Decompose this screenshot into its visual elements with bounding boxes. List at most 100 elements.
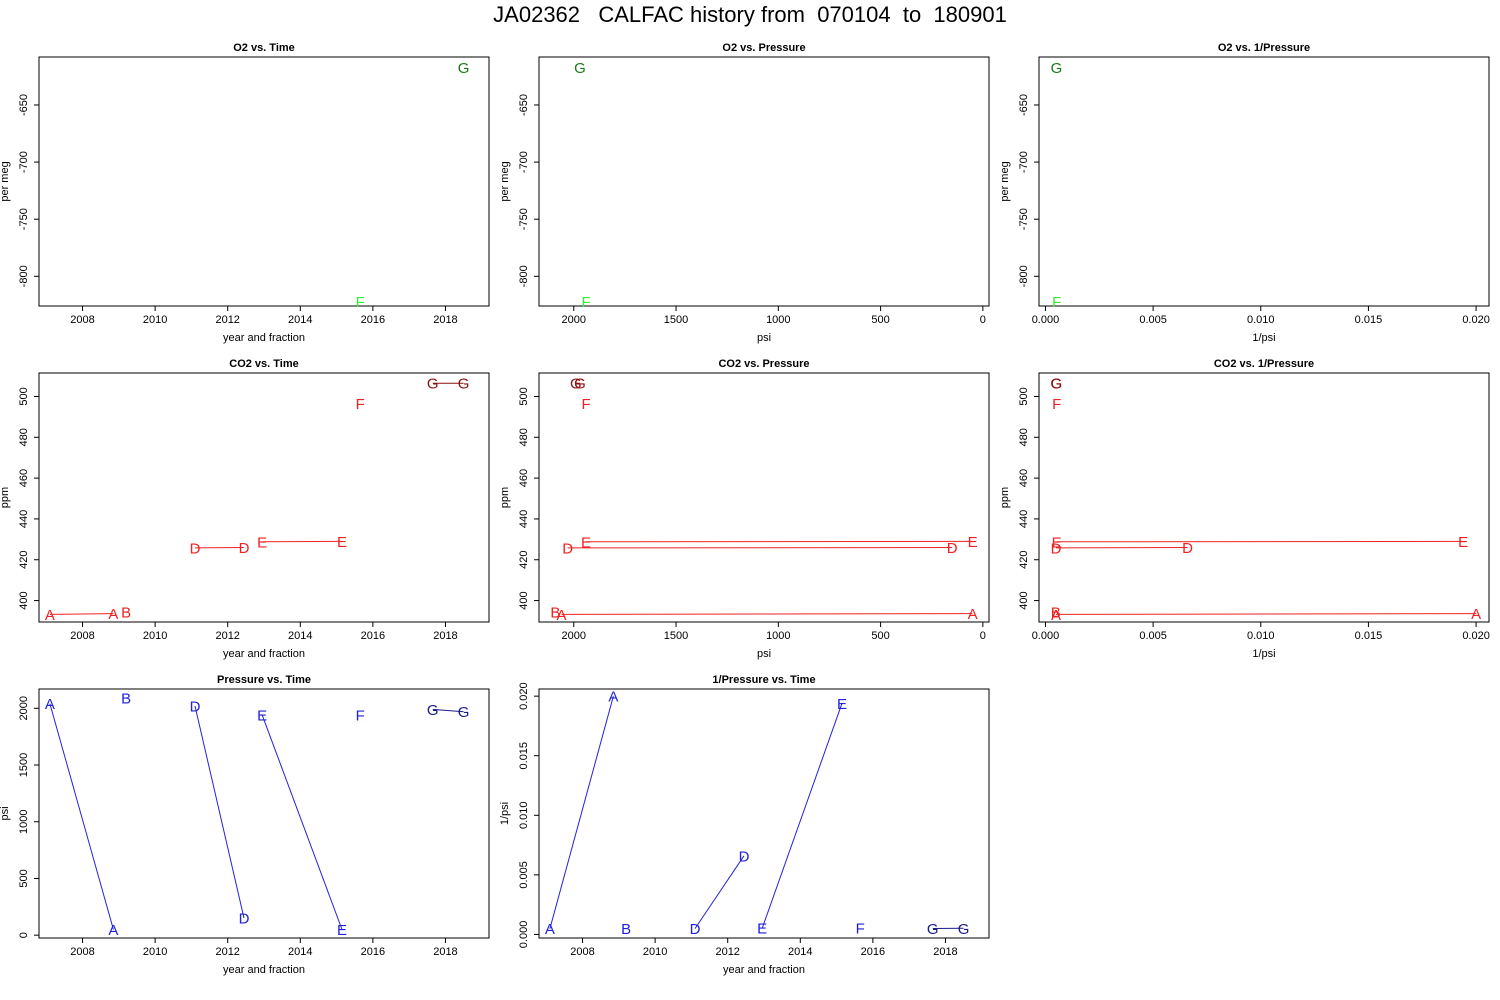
- x-tick-label: 2018: [433, 946, 457, 958]
- series-line-A: [49, 703, 114, 930]
- series-line-A: [1055, 613, 1477, 615]
- y-tick-label: 480: [1018, 428, 1030, 446]
- y-tick-label: 440: [518, 510, 530, 528]
- x-tick-label: 2008: [70, 630, 94, 642]
- y-tick-label: -750: [18, 208, 30, 230]
- data-point-D: D: [690, 921, 701, 938]
- data-point-A: A: [968, 606, 978, 623]
- y-tick-label: 440: [1018, 510, 1030, 528]
- data-point-D: D: [562, 540, 573, 557]
- x-tick-label: 2018: [433, 630, 457, 642]
- y-tick-label: -800: [18, 265, 30, 287]
- chart-panel-co2-time: CO2 vs. Time 2008 2010 2012 2014 2016 2018 year…: [0, 358, 490, 660]
- x-axis-label: year and fraction: [223, 964, 305, 976]
- y-axis-label: per meg: [499, 161, 511, 201]
- data-point-G: G: [1051, 376, 1063, 393]
- data-point-D: D: [239, 540, 250, 557]
- x-tick-label: 1500: [664, 314, 688, 326]
- plot-frame: [538, 688, 990, 939]
- x-tick-label: 2010: [643, 946, 667, 958]
- x-tick-label: 2000: [562, 314, 586, 326]
- y-tick-label: 0.005: [518, 861, 530, 889]
- chart-title: Pressure vs. Time: [217, 674, 311, 686]
- data-point-A: A: [108, 922, 118, 939]
- x-tick-label: 0.000: [1032, 314, 1060, 326]
- x-axis-label: year and fraction: [223, 648, 305, 660]
- y-tick-label: 500: [1018, 387, 1030, 405]
- data-point-E: E: [257, 534, 267, 551]
- x-tick-label: 2014: [288, 946, 312, 958]
- data-point-B: B: [1051, 604, 1061, 621]
- y-tick-label: 0.010: [518, 802, 530, 830]
- data-point-A: A: [1051, 607, 1061, 624]
- x-axis-label: 1/psi: [1252, 648, 1275, 660]
- y-tick-label: 420: [18, 551, 30, 569]
- chart-panel-pressure-time: Pressure vs. Time 2008 2010 2012 2014 2016 201…: [0, 674, 490, 976]
- chart-title: O2 vs. Pressure: [722, 42, 805, 54]
- data-point-A: A: [108, 606, 118, 623]
- y-tick-label: 0.020: [518, 682, 530, 710]
- series-line-A: [561, 613, 973, 615]
- chart-panel-o2-pressure: O2 vs. Pressure 2000 1500 1000 500 0 psi -650 -7…: [499, 42, 990, 344]
- x-tick-label: 0.000: [1032, 630, 1060, 642]
- data-point-A: A: [556, 607, 566, 624]
- y-tick-label: -700: [518, 151, 530, 173]
- y-tick-label: 500: [18, 387, 30, 405]
- chart-panel-co2-invpressure: CO2 vs. 1/Pressure 0.000 0.005 0.010 0.015 0.…: [999, 358, 1490, 660]
- x-tick-label: 2014: [288, 630, 312, 642]
- y-axis-label: 1/psi: [499, 802, 511, 825]
- y-tick-label: 400: [518, 591, 530, 609]
- x-tick-label: 0.020: [1462, 630, 1490, 642]
- chart-title: 1/Pressure vs. Time: [712, 674, 815, 686]
- y-tick-label: 0.015: [518, 742, 530, 770]
- chart-panel-co2-pressure: CO2 vs. Pressure 2000 1500 1000 500 0 psi 400 42…: [499, 358, 990, 660]
- y-tick-label: -750: [1018, 208, 1030, 230]
- x-tick-label: 0.015: [1355, 314, 1383, 326]
- data-point-E: E: [1458, 534, 1468, 551]
- y-tick-label: 1500: [18, 753, 30, 777]
- y-tick-label: 480: [518, 428, 530, 446]
- plot-frame: [1038, 372, 1490, 623]
- y-tick-label: -800: [1018, 265, 1030, 287]
- series-line-A: [549, 695, 614, 929]
- x-tick-label: 0.005: [1139, 630, 1167, 642]
- data-point-G: G: [574, 60, 586, 77]
- data-point-F: F: [356, 396, 365, 413]
- data-point-A: A: [45, 696, 55, 713]
- data-point-A: A: [45, 607, 55, 624]
- data-point-G: G: [1050, 376, 1062, 393]
- chart-title: CO2 vs. 1/Pressure: [1214, 358, 1314, 370]
- data-point-G: G: [927, 921, 939, 938]
- data-point-F: F: [581, 294, 590, 311]
- data-point-G: G: [958, 921, 970, 938]
- x-tick-label: 0.005: [1139, 314, 1167, 326]
- y-axis-label: per meg: [999, 161, 1011, 201]
- plot-frame: [38, 688, 490, 939]
- x-tick-label: 2014: [788, 946, 812, 958]
- series-line-E: [261, 714, 343, 930]
- x-tick-label: 0.015: [1355, 630, 1383, 642]
- data-point-D: D: [190, 540, 201, 557]
- y-tick-label: -650: [18, 94, 30, 116]
- chart-title: CO2 vs. Pressure: [718, 358, 809, 370]
- x-axis-label: year and fraction: [723, 964, 805, 976]
- chart-title: CO2 vs. Time: [229, 358, 299, 370]
- x-axis-label: psi: [757, 332, 771, 344]
- data-point-F: F: [356, 294, 365, 311]
- x-tick-label: 0.010: [1247, 314, 1275, 326]
- chart-title: O2 vs. 1/Pressure: [1218, 42, 1310, 54]
- plot-frame: [1038, 56, 1490, 307]
- y-tick-label: 460: [18, 469, 30, 487]
- data-point-G: G: [570, 376, 582, 393]
- x-tick-label: 2008: [570, 946, 594, 958]
- data-point-E: E: [337, 534, 347, 551]
- data-point-D: D: [239, 911, 250, 928]
- y-tick-label: -650: [1018, 94, 1030, 116]
- data-point-G: G: [458, 704, 470, 721]
- y-tick-label: 440: [18, 510, 30, 528]
- data-point-D: D: [1051, 540, 1062, 557]
- data-point-G: G: [427, 702, 439, 719]
- series-line-E: [761, 703, 843, 929]
- x-tick-label: 2010: [143, 314, 167, 326]
- x-axis-label: psi: [757, 648, 771, 660]
